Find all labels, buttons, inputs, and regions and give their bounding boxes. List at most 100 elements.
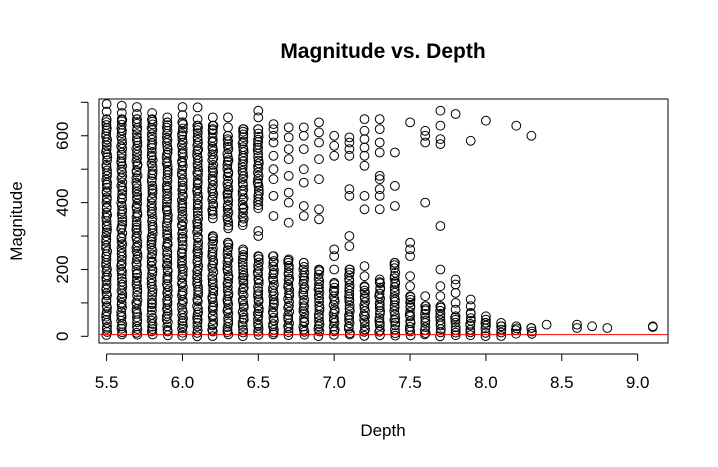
data-point xyxy=(146,310,157,320)
data-point xyxy=(162,321,173,332)
data-point xyxy=(420,137,431,148)
x-tick-label: 9.0 xyxy=(626,373,650,392)
data-point xyxy=(162,164,173,175)
data-point xyxy=(131,275,142,286)
data-point xyxy=(207,120,218,131)
data-point xyxy=(146,276,157,286)
data-point xyxy=(420,291,431,302)
data-point xyxy=(177,144,188,154)
data-point xyxy=(344,144,355,155)
data-point xyxy=(481,314,491,325)
data-point xyxy=(344,137,355,148)
data-point xyxy=(132,140,143,151)
data-point xyxy=(238,213,249,224)
data-point xyxy=(131,165,142,176)
data-point xyxy=(405,271,416,282)
data-point xyxy=(207,263,218,274)
data-point xyxy=(268,130,279,141)
data-point xyxy=(480,331,491,342)
data-point xyxy=(374,277,385,288)
data-point xyxy=(283,267,294,278)
data-point xyxy=(177,126,188,137)
data-point xyxy=(116,293,127,304)
data-point xyxy=(132,268,143,279)
data-point xyxy=(329,277,340,288)
data-point xyxy=(222,211,233,222)
data-point xyxy=(223,318,234,329)
data-point xyxy=(298,130,309,141)
data-point xyxy=(116,100,127,111)
data-point xyxy=(420,125,431,136)
data-point xyxy=(390,309,400,320)
data-point xyxy=(117,216,128,227)
data-point xyxy=(480,327,491,338)
data-point xyxy=(344,191,355,201)
data-point xyxy=(405,237,416,248)
data-point xyxy=(222,134,233,145)
data-point xyxy=(268,251,279,262)
x-tick-label: 7.5 xyxy=(398,373,422,392)
data-point xyxy=(223,220,234,231)
data-point xyxy=(146,129,157,140)
data-point xyxy=(147,198,157,209)
data-point xyxy=(374,274,385,285)
data-point xyxy=(132,272,142,283)
data-point xyxy=(147,183,158,194)
data-point xyxy=(131,297,142,308)
data-point xyxy=(375,330,385,341)
data-point xyxy=(132,228,142,238)
data-point xyxy=(132,290,142,301)
data-point xyxy=(420,309,431,319)
data-point xyxy=(268,174,279,185)
data-point xyxy=(116,249,127,259)
data-point xyxy=(299,295,310,305)
data-point xyxy=(435,301,446,312)
data-point xyxy=(132,312,142,323)
data-point xyxy=(299,308,310,319)
data-point xyxy=(465,301,476,312)
data-point xyxy=(117,276,127,287)
x-tick-label: 8.5 xyxy=(550,373,574,392)
data-point xyxy=(314,174,324,185)
data-point xyxy=(177,206,188,217)
data-point xyxy=(511,120,522,131)
data-point xyxy=(101,120,112,130)
data-point xyxy=(314,214,324,225)
data-point xyxy=(465,294,476,305)
data-point xyxy=(390,313,401,324)
data-point xyxy=(389,273,400,284)
data-point xyxy=(435,221,446,231)
data-point xyxy=(207,128,218,139)
data-point xyxy=(192,128,203,139)
data-point xyxy=(132,251,143,262)
data-point xyxy=(344,303,355,314)
data-point xyxy=(208,315,219,325)
data-point xyxy=(405,322,415,332)
data-point xyxy=(162,210,173,220)
data-point xyxy=(147,114,158,124)
x-axis-label: Depth xyxy=(360,421,405,440)
data-point xyxy=(527,326,537,337)
data-point xyxy=(192,134,203,145)
data-point xyxy=(102,152,113,163)
data-point xyxy=(101,314,112,325)
data-point xyxy=(117,177,128,188)
data-point xyxy=(162,237,173,248)
data-point xyxy=(223,252,233,263)
data-point xyxy=(405,291,416,302)
data-point xyxy=(344,241,355,252)
data-point xyxy=(375,306,386,316)
data-point xyxy=(223,313,234,324)
data-point xyxy=(101,99,112,109)
data-point xyxy=(268,164,279,175)
data-point xyxy=(329,282,340,293)
data-point xyxy=(132,135,142,146)
data-point xyxy=(359,114,370,124)
data-point xyxy=(223,242,234,253)
data-point xyxy=(192,188,203,199)
data-point xyxy=(131,222,142,233)
data-point xyxy=(374,174,385,185)
data-point xyxy=(132,237,143,248)
data-point xyxy=(101,231,112,242)
data-point xyxy=(329,304,340,314)
